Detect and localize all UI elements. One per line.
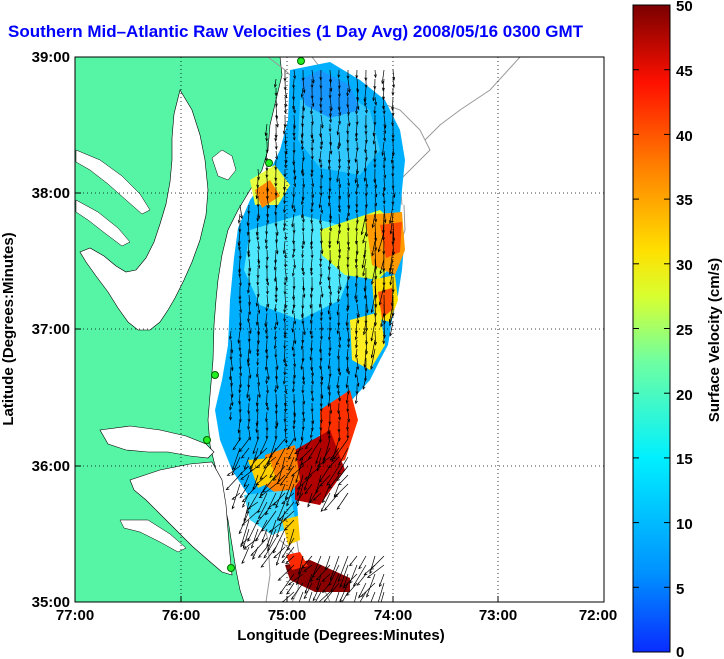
station-marker: [211, 371, 219, 379]
x-tick-label: 75:00: [268, 607, 306, 624]
colorbar-tick-label: 45: [676, 63, 693, 80]
y-tick-label: 38:00: [32, 185, 70, 202]
colorbar-label: Surface Velocity (cm/s): [706, 258, 723, 422]
colorbar-tick-label: 30: [676, 257, 693, 274]
colorbar-tick-label: 20: [676, 387, 693, 404]
colorbar-tick-label: 15: [676, 451, 693, 468]
station-marker: [297, 57, 305, 65]
y-tick-label: 35:00: [32, 594, 70, 611]
station-marker: [203, 436, 211, 444]
colorbar-tick-label: 35: [676, 192, 693, 209]
colorbar-tick-label: 40: [676, 128, 693, 145]
station-marker: [227, 564, 235, 572]
grid-lines: [75, 57, 604, 602]
y-tick-label: 39:00: [32, 49, 70, 66]
x-tick-label: 77:00: [56, 607, 94, 624]
y-tick-label: 36:00: [32, 458, 70, 475]
colorbar-tick-label: 25: [676, 322, 693, 339]
map-plot-area: 77:00 76:00 75:00 74:00 73:00 72:00 39:0…: [0, 49, 617, 644]
colorbar-tick-label: 10: [676, 516, 693, 533]
x-tick-label: 74:00: [374, 607, 412, 624]
y-axis-label: Latitude (Degrees:Minutes): [0, 232, 17, 425]
x-tick-label: 73:00: [479, 607, 517, 624]
pamlico-sound: [129, 461, 233, 576]
radar-stations: [203, 57, 305, 572]
colorbar-tick-label: 0: [676, 644, 684, 659]
y-tick-label: 37:00: [32, 321, 70, 338]
map-title: Southern Mid–Atlantic Raw Velocities (1 …: [8, 22, 584, 41]
colorbar: 50 45 40 35 30 25 20 15 10 5 0 Surface V…: [632, 0, 723, 659]
chesapeake-bay: [79, 89, 209, 331]
colorbar-tick-label: 50: [676, 0, 693, 15]
x-tick-label: 72:00: [579, 607, 617, 624]
station-marker: [265, 159, 273, 167]
velocity-vectors: [225, 69, 396, 602]
albemarle-sound: [99, 425, 215, 459]
x-axis-label: Longitude (Degrees:Minutes): [237, 627, 445, 644]
x-tick-label: 76:00: [162, 607, 200, 624]
colorbar-tick-label: 5: [676, 581, 684, 598]
